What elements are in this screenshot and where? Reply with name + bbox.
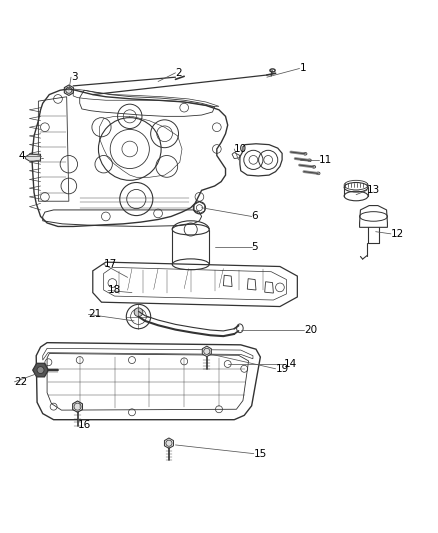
Text: 5: 5 — [252, 242, 258, 252]
Polygon shape — [64, 85, 74, 95]
Polygon shape — [33, 364, 48, 377]
Text: 21: 21 — [88, 309, 102, 319]
Text: 19: 19 — [276, 364, 289, 374]
Polygon shape — [73, 401, 82, 413]
Text: 4: 4 — [19, 150, 25, 160]
Text: 12: 12 — [391, 229, 404, 239]
Text: 3: 3 — [71, 72, 78, 82]
Text: 22: 22 — [14, 377, 28, 387]
Text: 10: 10 — [234, 144, 247, 154]
Polygon shape — [164, 438, 173, 448]
Text: 15: 15 — [254, 449, 267, 458]
Circle shape — [134, 308, 143, 317]
Text: 6: 6 — [252, 212, 258, 221]
Text: 16: 16 — [78, 421, 91, 430]
Text: 2: 2 — [176, 68, 182, 78]
Text: 1: 1 — [300, 63, 306, 74]
Text: 18: 18 — [108, 286, 121, 295]
Polygon shape — [202, 346, 212, 357]
Circle shape — [37, 367, 44, 374]
Text: 20: 20 — [304, 325, 317, 335]
Text: 11: 11 — [319, 155, 332, 165]
Text: 14: 14 — [284, 359, 297, 369]
Text: 13: 13 — [367, 185, 380, 195]
Text: 17: 17 — [104, 260, 117, 269]
Polygon shape — [25, 154, 41, 161]
